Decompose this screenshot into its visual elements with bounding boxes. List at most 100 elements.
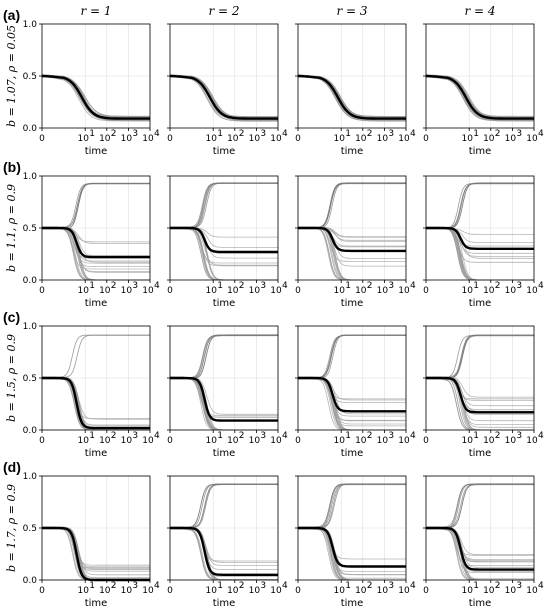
- run-line: [170, 227, 278, 281]
- x-tick-exponent: 1: [473, 281, 479, 291]
- run-line: [42, 377, 150, 431]
- run-line: [170, 183, 278, 229]
- run-line: [42, 334, 150, 378]
- x-tick-label: 10: [398, 586, 410, 596]
- run-line: [42, 378, 150, 431]
- x-tick-label: 10: [270, 436, 282, 446]
- x-tick-label: 10: [526, 586, 538, 596]
- mean-line: [298, 74, 406, 120]
- run-line: [298, 526, 406, 581]
- run-line: [426, 227, 534, 281]
- run-line: [170, 377, 278, 431]
- run-line: [426, 528, 534, 556]
- run-line: [42, 377, 150, 426]
- run-line: [297, 74, 406, 118]
- run-line: [298, 334, 406, 378]
- run-line: [170, 376, 278, 418]
- run-line: [298, 335, 406, 379]
- run-line: [170, 228, 278, 281]
- x-tick-exponent: 3: [516, 581, 522, 591]
- run-line: [42, 228, 150, 272]
- x-tick-exponent: 3: [388, 129, 394, 139]
- x-tick-label: 10: [461, 286, 473, 296]
- x-tick-label: 10: [77, 286, 89, 296]
- run-line: [170, 376, 278, 431]
- run-line: [426, 74, 534, 118]
- run-line: [170, 528, 278, 581]
- run-line: [42, 527, 150, 568]
- x-tick-label: 10: [205, 286, 217, 296]
- run-line: [42, 377, 150, 431]
- run-line: [170, 76, 278, 118]
- x-axis-label: time: [469, 298, 492, 309]
- run-line: [426, 377, 534, 415]
- run-line: [298, 483, 406, 528]
- run-line: [426, 376, 534, 431]
- y-tick-label: 0.0: [23, 426, 38, 436]
- run-line: [426, 335, 534, 379]
- x-tick-exponent: 2: [111, 581, 117, 591]
- x-tick-label: 10: [333, 286, 345, 296]
- mean-line: [170, 376, 278, 422]
- run-line: [170, 376, 278, 431]
- x-tick-label: 0: [167, 436, 173, 446]
- run-line: [41, 76, 150, 120]
- x-tick-label: 10: [205, 134, 217, 144]
- run-line: [298, 75, 406, 118]
- run-line: [426, 227, 534, 281]
- run-line: [170, 484, 278, 529]
- run-line: [42, 75, 150, 117]
- x-axis-label: time: [213, 298, 236, 309]
- x-tick-label: 10: [227, 134, 239, 144]
- run-line: [426, 527, 534, 555]
- x-tick-exponent: 4: [538, 129, 544, 139]
- run-line: [170, 483, 278, 529]
- x-tick-label: 10: [249, 586, 261, 596]
- run-line: [170, 377, 278, 431]
- x-tick-exponent: 3: [388, 281, 394, 291]
- run-line: [426, 335, 534, 378]
- run-line: [170, 74, 278, 118]
- x-tick-label: 10: [227, 586, 239, 596]
- run-line: [170, 527, 278, 562]
- x-tick-exponent: 3: [260, 431, 266, 441]
- run-line: [170, 226, 278, 266]
- run-line: [170, 182, 278, 229]
- x-tick-label: 0: [423, 436, 429, 446]
- x-tick-exponent: 4: [538, 581, 544, 591]
- mean-line: [426, 74, 534, 120]
- run-line: [426, 183, 534, 228]
- x-tick-label: 10: [99, 134, 111, 144]
- x-axis-label: time: [341, 298, 364, 309]
- x-tick-exponent: 4: [538, 431, 544, 441]
- run-line: [298, 182, 406, 229]
- run-line: [298, 334, 406, 380]
- run-line: [42, 76, 150, 117]
- run-line: [298, 75, 406, 118]
- run-line: [170, 228, 278, 281]
- column-header-1: r = 1: [80, 4, 111, 18]
- run-line: [298, 334, 406, 379]
- x-tick-label: 10: [355, 436, 367, 446]
- x-tick-label: 10: [227, 286, 239, 296]
- run-line: [169, 75, 278, 117]
- run-line: [426, 377, 534, 431]
- x-tick-exponent: 1: [345, 281, 351, 291]
- run-line: [42, 377, 150, 431]
- run-line: [298, 377, 406, 401]
- mean-line: [426, 226, 534, 250]
- x-tick-exponent: 3: [132, 129, 138, 139]
- run-line: [170, 182, 278, 228]
- run-line: [426, 528, 534, 573]
- x-tick-label: 10: [355, 586, 367, 596]
- x-tick-label: 10: [270, 286, 282, 296]
- x-tick-label: 10: [121, 286, 133, 296]
- run-line: [426, 183, 534, 229]
- x-tick-exponent: 2: [239, 581, 245, 591]
- x-tick-label: 10: [249, 134, 261, 144]
- x-tick-exponent: 3: [132, 281, 138, 291]
- x-tick-label: 10: [227, 436, 239, 446]
- x-axis-label: time: [341, 448, 364, 459]
- x-tick-label: 10: [77, 586, 89, 596]
- run-line: [426, 228, 534, 235]
